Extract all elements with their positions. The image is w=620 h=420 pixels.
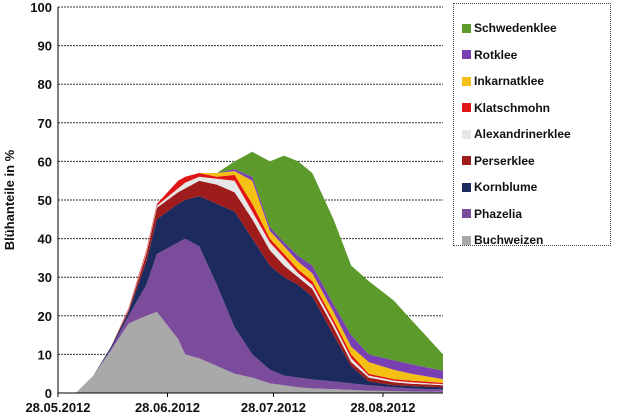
y-tick-label: 0 <box>45 386 52 401</box>
legend-label: Perserklee <box>474 153 535 168</box>
legend-swatch <box>462 182 471 192</box>
x-tick-label: 28.05.2012 <box>25 400 90 415</box>
legend-label: Schwedenklee <box>474 21 557 35</box>
legend-item: Schwedenklee <box>462 21 557 35</box>
legend-item: Perserklee <box>462 154 535 168</box>
legend-swatch <box>462 76 471 86</box>
y-tick-label: 70 <box>38 116 52 131</box>
legend-item: Rotklee <box>462 48 517 62</box>
y-tick-label: 100 <box>30 0 52 15</box>
legend-label: Alexandrinerklee <box>474 127 571 141</box>
x-tick-label: 28.07.2012 <box>241 400 306 415</box>
legend-item: Buchweizen <box>462 233 543 247</box>
legend-item: Kornblume <box>462 180 537 194</box>
legend-label: Klatschmohn <box>474 100 551 115</box>
legend-label: Inkarnatklee <box>474 74 545 88</box>
legend-swatch <box>462 156 471 165</box>
y-axis-label: Blühanteile in % <box>2 149 17 250</box>
area-phazelia <box>58 238 443 393</box>
y-tick-label: 20 <box>38 309 52 324</box>
legend-item: Alexandrinerklee <box>462 127 571 141</box>
legend-item: Phazelia <box>462 207 522 221</box>
legend-swatch <box>462 23 471 33</box>
legend-item: Klatschmohn <box>462 101 550 115</box>
legend-item: Inkarnatklee <box>462 74 544 88</box>
legend-label: Rotklee <box>474 47 518 62</box>
y-tick-label: 30 <box>38 270 52 285</box>
y-tick-label: 80 <box>38 77 52 92</box>
y-tick-label: 60 <box>38 154 52 169</box>
legend-label: Phazelia <box>474 206 523 221</box>
area-rotklee <box>58 169 443 393</box>
area-buchweizen <box>58 311 443 393</box>
x-tick-label: 28.06.2012 <box>135 400 200 415</box>
legend-swatch <box>462 235 471 245</box>
y-tick-label: 50 <box>38 193 52 208</box>
y-tick-label: 10 <box>38 347 52 362</box>
legend-label: Kornblume <box>474 180 538 194</box>
y-tick-label: 90 <box>38 39 52 54</box>
legend-swatch <box>462 50 471 59</box>
x-tick-label: 28.08.2012 <box>350 400 415 415</box>
legend-swatch <box>462 103 471 112</box>
legend-swatch <box>462 209 471 218</box>
legend-swatch <box>462 129 471 139</box>
y-tick-label: 40 <box>38 232 52 247</box>
legend-label: Buchweizen <box>474 233 544 247</box>
area-perserklee <box>58 180 443 393</box>
area-kornblume <box>58 196 443 393</box>
chart-legend: Schwedenklee Rotklee Inkarnatklee Klatschmo… <box>453 3 611 247</box>
